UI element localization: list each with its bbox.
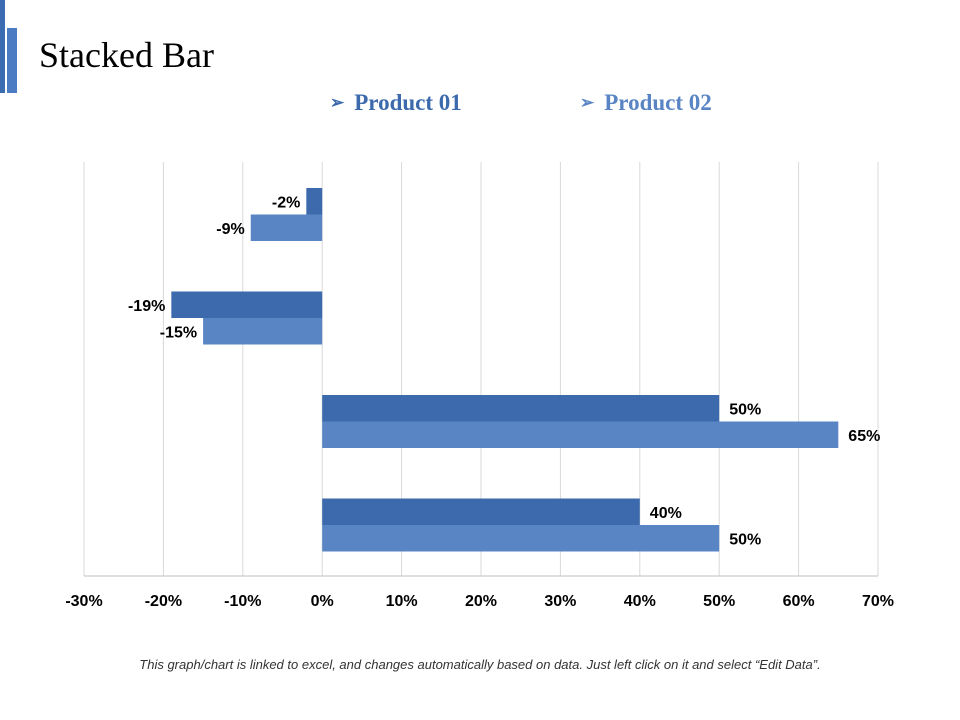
legend-item-product-02: ➢ Product 02 (580, 90, 712, 116)
arrow-marker-icon: ➢ (330, 93, 345, 112)
data-label: -19% (128, 298, 165, 315)
data-label: -9% (216, 221, 244, 238)
x-tick-label: 50% (703, 593, 735, 610)
legend-label-product-02: Product 02 (604, 90, 712, 115)
bar (306, 188, 323, 215)
slide-title: Stacked Bar (39, 35, 214, 75)
bar (322, 525, 720, 552)
x-tick-label: 0% (311, 593, 334, 610)
bar (322, 421, 839, 448)
legend-label-product-01: Product 01 (354, 90, 462, 115)
bar (322, 498, 640, 525)
data-label: 50% (729, 531, 761, 548)
data-label: 50% (729, 401, 761, 418)
x-tick-label: 40% (624, 593, 656, 610)
data-label: -15% (160, 324, 197, 341)
x-tick-label: 10% (386, 593, 418, 610)
x-tick-label: 20% (465, 593, 497, 610)
x-tick-label: -30% (65, 593, 102, 610)
x-tick-label: -10% (224, 593, 261, 610)
chart-footnote: This graph/chart is linked to excel, and… (139, 657, 821, 672)
x-tick-label: 60% (783, 593, 815, 610)
data-label: 65% (848, 428, 880, 445)
bar (250, 214, 323, 241)
legend-item-product-01: ➢ Product 01 (330, 90, 462, 116)
data-label: -2% (272, 194, 300, 211)
data-label: 40% (650, 505, 682, 522)
bar (203, 318, 323, 345)
accent-bar-light (7, 28, 17, 93)
arrow-marker-icon: ➢ (580, 93, 595, 112)
x-tick-label: 70% (862, 593, 894, 610)
accent-bar-dark (0, 0, 5, 93)
bar (171, 291, 323, 318)
bar (322, 395, 720, 422)
x-tick-label: 30% (544, 593, 576, 610)
x-tick-label: -20% (145, 593, 182, 610)
